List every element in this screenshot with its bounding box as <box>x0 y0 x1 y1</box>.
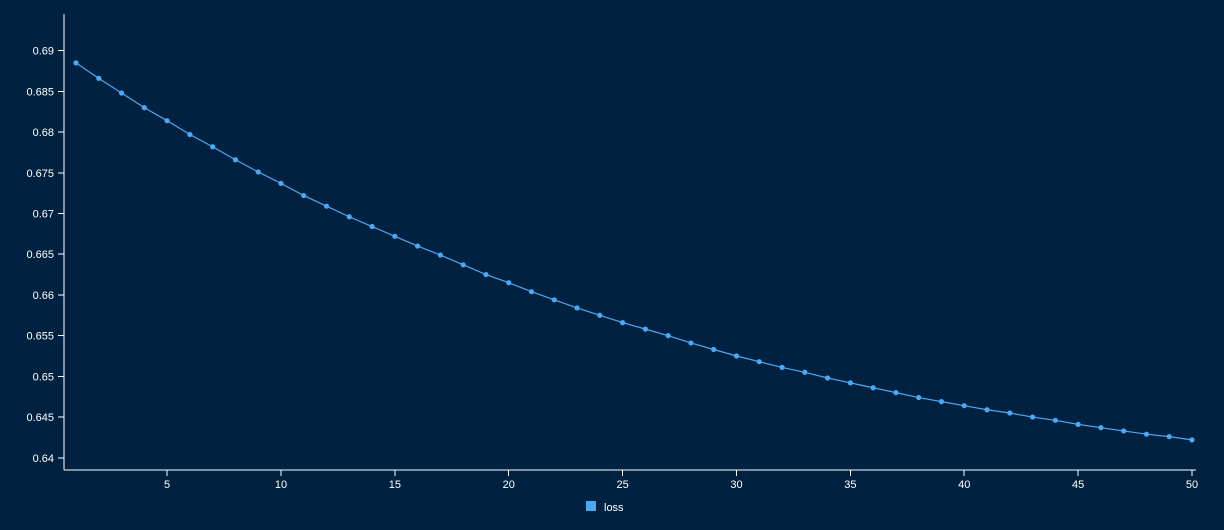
data-point[interactable] <box>301 192 307 199</box>
data-point[interactable] <box>642 326 648 332</box>
data-point[interactable] <box>961 403 967 409</box>
x-tick-label: 5 <box>164 479 170 491</box>
y-tick-label: 0.65 <box>33 371 54 383</box>
data-point[interactable] <box>574 305 580 311</box>
data-point[interactable] <box>756 359 762 365</box>
data-point[interactable] <box>460 262 466 268</box>
data-point[interactable] <box>1075 421 1081 427</box>
y-tick-label: 0.645 <box>26 412 54 424</box>
legend: loss <box>586 501 624 514</box>
data-point[interactable] <box>483 271 489 278</box>
data-point[interactable] <box>141 105 147 111</box>
x-axis: 5 10 15 20 25 30 35 40 45 50 <box>64 469 1198 491</box>
data-point[interactable] <box>164 118 170 124</box>
x-tick-label: 50 <box>1186 479 1198 491</box>
series-line-loss <box>75 62 1193 441</box>
data-point[interactable] <box>1189 437 1195 443</box>
y-tick-label: 0.66 <box>33 290 54 302</box>
data-point[interactable] <box>733 353 740 359</box>
data-point[interactable] <box>824 375 831 381</box>
x-tick-label: 45 <box>1072 479 1084 491</box>
data-point[interactable] <box>870 385 876 391</box>
x-tick-label: 10 <box>275 479 287 491</box>
y-tick-label: 0.685 <box>26 86 54 98</box>
y-tick-label: 0.68 <box>33 127 54 139</box>
y-axis: 0.64 0.645 0.65 0.655 0.66 0.665 0.67 0.675 0.68… <box>26 14 65 470</box>
data-point[interactable] <box>1029 414 1036 420</box>
data-point[interactable] <box>1098 425 1104 431</box>
data-point[interactable] <box>118 90 125 96</box>
data-point[interactable] <box>893 390 899 396</box>
data-point[interactable] <box>392 233 398 239</box>
data-point[interactable] <box>323 203 330 209</box>
data-point[interactable] <box>232 157 239 163</box>
data-point[interactable] <box>506 280 512 286</box>
series-loss <box>73 60 1195 443</box>
data-point[interactable] <box>437 252 444 258</box>
data-point[interactable] <box>528 289 535 295</box>
data-point[interactable] <box>711 346 717 353</box>
data-point[interactable] <box>984 407 990 413</box>
y-tick-label: 0.67 <box>33 209 54 221</box>
data-point[interactable] <box>551 297 557 303</box>
data-point[interactable] <box>210 144 216 150</box>
data-point[interactable] <box>688 340 694 346</box>
y-tick-label: 0.69 <box>33 46 54 58</box>
data-point[interactable] <box>779 364 785 370</box>
x-tick-label: 35 <box>844 479 856 491</box>
data-point[interactable] <box>938 399 945 405</box>
x-tick-label: 15 <box>389 479 401 491</box>
y-tick-label: 0.675 <box>26 168 54 180</box>
data-point[interactable] <box>597 312 603 318</box>
x-tick-label: 20 <box>503 479 515 491</box>
data-point[interactable] <box>369 223 375 230</box>
data-point[interactable] <box>278 180 284 186</box>
data-point[interactable] <box>620 320 626 326</box>
data-point[interactable] <box>255 169 261 175</box>
y-tick-label: 0.665 <box>26 249 54 261</box>
data-point[interactable] <box>1007 410 1013 416</box>
data-point[interactable] <box>346 214 352 220</box>
data-point[interactable] <box>665 333 671 339</box>
data-point[interactable] <box>1143 431 1150 437</box>
data-point[interactable] <box>802 369 808 375</box>
data-point[interactable] <box>1166 434 1172 440</box>
data-point[interactable] <box>73 60 79 66</box>
legend-label-loss: loss <box>604 502 624 514</box>
y-tick-label: 0.655 <box>26 331 54 343</box>
x-tick-label: 40 <box>958 479 970 491</box>
data-point[interactable] <box>415 243 421 249</box>
y-tick-label: 0.64 <box>33 453 54 465</box>
data-point[interactable] <box>1121 428 1127 434</box>
legend-swatch-loss[interactable] <box>586 501 596 511</box>
data-point[interactable] <box>847 380 853 386</box>
data-point[interactable] <box>916 394 922 401</box>
data-point[interactable] <box>1052 417 1058 423</box>
data-point[interactable] <box>187 131 193 138</box>
data-point[interactable] <box>96 75 102 81</box>
x-tick-label: 30 <box>730 479 742 491</box>
x-tick-label: 25 <box>616 479 628 491</box>
